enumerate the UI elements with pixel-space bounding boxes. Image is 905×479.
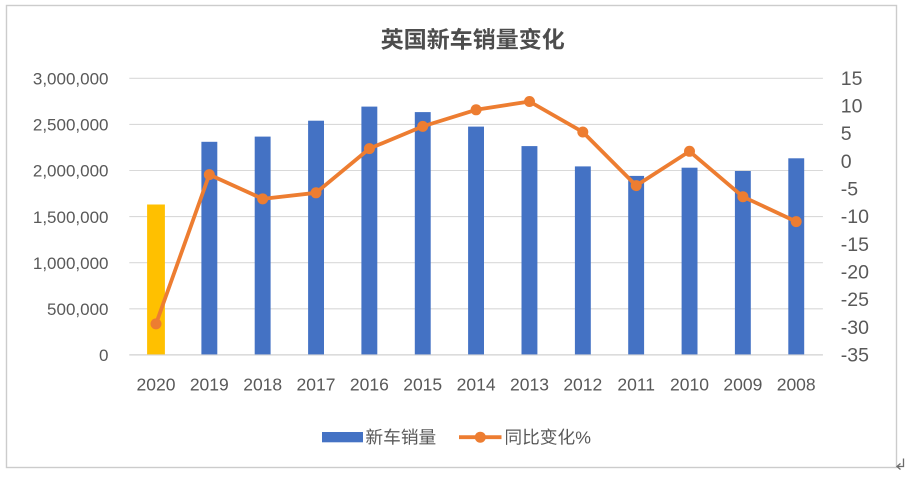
svg-text:-20: -20 bbox=[841, 262, 869, 284]
svg-text:2014: 2014 bbox=[457, 375, 496, 395]
svg-text:10: 10 bbox=[841, 96, 863, 118]
svg-text:1,500,000: 1,500,000 bbox=[33, 208, 109, 227]
svg-text:2009: 2009 bbox=[723, 375, 762, 395]
svg-text:15: 15 bbox=[841, 68, 863, 90]
svg-text:-30: -30 bbox=[841, 317, 869, 339]
svg-text:5: 5 bbox=[841, 123, 852, 145]
svg-text:2015: 2015 bbox=[403, 375, 442, 395]
svg-text:2018: 2018 bbox=[243, 375, 282, 395]
svg-text:-35: -35 bbox=[841, 345, 869, 367]
svg-text:2,000,000: 2,000,000 bbox=[33, 162, 109, 181]
svg-text:0: 0 bbox=[841, 151, 852, 173]
svg-text:2011: 2011 bbox=[617, 375, 655, 395]
svg-text:-25: -25 bbox=[841, 289, 869, 311]
svg-text:2016: 2016 bbox=[350, 375, 389, 395]
svg-text:2017: 2017 bbox=[297, 375, 336, 395]
svg-text:2019: 2019 bbox=[190, 375, 229, 395]
svg-text:500,000: 500,000 bbox=[47, 300, 108, 319]
svg-text:-10: -10 bbox=[841, 206, 869, 228]
svg-text:2012: 2012 bbox=[563, 375, 602, 395]
svg-text:2,500,000: 2,500,000 bbox=[33, 116, 109, 135]
svg-text:3,000,000: 3,000,000 bbox=[33, 70, 109, 89]
svg-text:-15: -15 bbox=[841, 234, 869, 256]
svg-text:1,000,000: 1,000,000 bbox=[33, 254, 109, 273]
svg-text:%: % bbox=[575, 427, 591, 447]
svg-text:2008: 2008 bbox=[777, 375, 816, 395]
svg-text:2010: 2010 bbox=[670, 375, 709, 395]
svg-text:2020: 2020 bbox=[137, 375, 176, 395]
svg-text:2013: 2013 bbox=[510, 375, 549, 395]
svg-text:-5: -5 bbox=[841, 179, 858, 201]
svg-text:0: 0 bbox=[99, 346, 108, 365]
